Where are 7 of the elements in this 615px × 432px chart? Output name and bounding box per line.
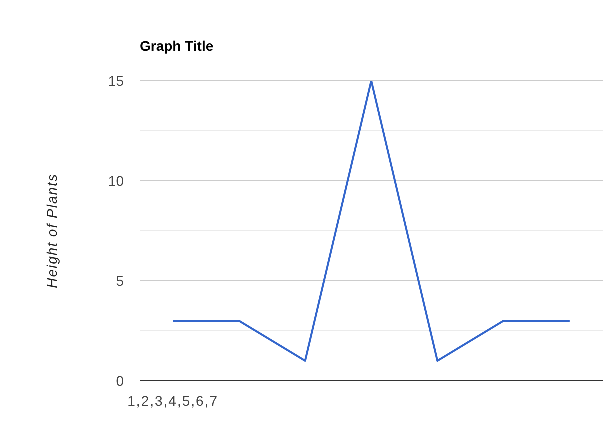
y-axis-title: Height of Plants — [44, 174, 60, 288]
x-tick-label: 1,2,3,4,5,6,7 — [128, 392, 218, 409]
y-tick-label: 5 — [116, 272, 124, 289]
chart-title: Graph Title — [140, 38, 214, 54]
y-tick-label: 10 — [108, 172, 124, 189]
y-tick-label: 0 — [116, 372, 124, 389]
y-tick-label: 15 — [108, 72, 124, 89]
